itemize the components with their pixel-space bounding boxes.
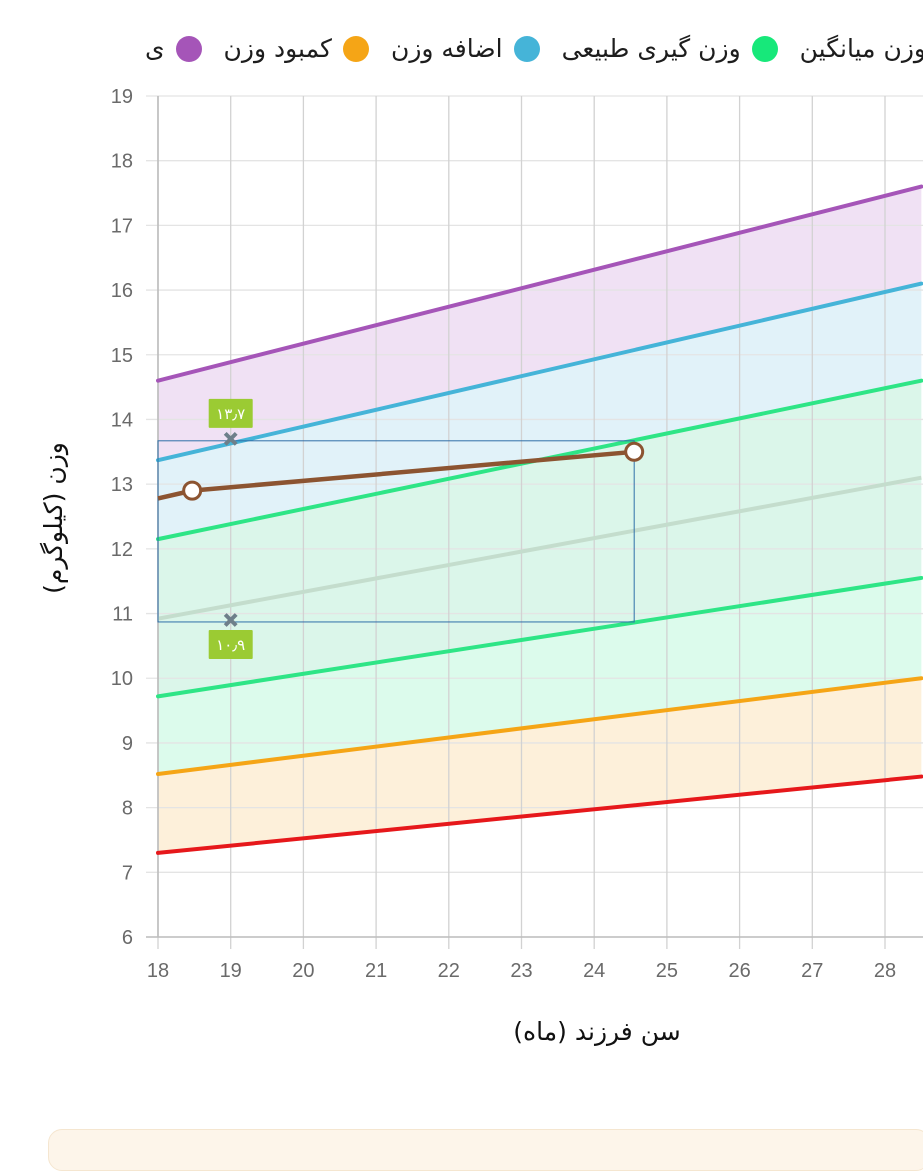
- red-band-line: [156, 774, 923, 855]
- x-tick-label: 27: [801, 960, 823, 982]
- weight-growth-chart: ۱۳٫۷ ۱۰٫۹ 6 7 8 9 10 11 12 13 14 15 16 17 18 19 18 19 20 2…: [39, 86, 923, 1046]
- bottom-info-card: [48, 1129, 923, 1171]
- legend-label: وزن گیری طبیعی: [561, 34, 741, 63]
- blue-band-line: [156, 281, 923, 463]
- y-tick-label: 9: [122, 733, 133, 755]
- y-tick-label: 10: [111, 668, 133, 690]
- legend-item-overweight[interactable]: اضافه وزن: [391, 34, 540, 63]
- legend-label: کمبود وزن: [223, 34, 332, 63]
- legend-circle-dot-icon: [751, 35, 778, 62]
- y-tick-label: 14: [111, 409, 133, 431]
- y-tick-label: 19: [111, 86, 133, 108]
- y-tick-label: 11: [112, 604, 133, 626]
- x-mark-icon: [223, 613, 238, 627]
- x-axis-title: سن فرزند (ماه): [513, 1017, 680, 1046]
- y-tick-label: 6: [122, 927, 133, 949]
- legend-label: ی: [144, 34, 165, 63]
- legend-row: وزن میانگین وزن گیری طبیعی اضافه وزن کمب…: [123, 34, 923, 63]
- x-tick-label: 22: [438, 960, 460, 982]
- legend-label: اضافه وزن: [390, 34, 503, 63]
- green-upper-band-fill: [158, 380, 922, 697]
- legend-item-underweight[interactable]: کمبود وزن: [224, 34, 369, 63]
- x-tick-label: 28: [874, 960, 896, 982]
- y-tick-label: 8: [122, 798, 133, 820]
- child-weight-point: [182, 480, 203, 501]
- purple-band-line: [156, 184, 923, 383]
- legend-circle-dot-icon: [513, 35, 540, 62]
- marker-label-box: [208, 630, 253, 660]
- orange-band-line: [156, 676, 923, 776]
- green-lower-band-line: [156, 575, 923, 699]
- y-tick-label: 12: [111, 539, 133, 561]
- legend-circle-dot-icon: [175, 35, 202, 62]
- range-marker: ۱۳٫۷: [208, 398, 253, 446]
- orange-band-fill: [158, 678, 922, 853]
- x-tick-label: 26: [728, 960, 750, 982]
- x-mark-icon: [223, 431, 238, 446]
- tick-layer: 6 7 8 9 10 11 12 13 14 15 16 17 18 19 18 19 20 21 22 23 24 25…: [111, 86, 896, 982]
- child-weight-point: [624, 441, 645, 462]
- y-tick-label: 7: [122, 862, 133, 884]
- y-tick-label: 16: [111, 280, 133, 302]
- x-tick-label: 23: [510, 960, 532, 982]
- marker-layer: ۱۳٫۷ ۱۰٫۹: [208, 398, 253, 660]
- x-tick-label: 21: [365, 960, 387, 982]
- green-lower-band-fill: [158, 577, 922, 774]
- bands-layer: [158, 186, 922, 853]
- legend-item-normal[interactable]: وزن گیری طبیعی: [562, 34, 778, 63]
- range-box-layer: [157, 440, 635, 623]
- y-tick-label: 15: [111, 345, 133, 367]
- series-layer: [157, 441, 645, 501]
- legend-circle-dot-icon: [342, 35, 369, 62]
- marker-label-box: [208, 398, 253, 428]
- range-marker: ۱۰٫۹: [208, 613, 253, 660]
- y-tick-label: 18: [111, 151, 133, 173]
- x-tick-label: 18: [147, 960, 169, 982]
- y-tick-label: 17: [111, 215, 133, 237]
- legend: وزن میانگین وزن گیری طبیعی اضافه وزن کمب…: [0, 34, 923, 74]
- legend-label: وزن میانگین: [799, 34, 923, 63]
- purple-band-fill: [158, 186, 922, 461]
- x-tick-label: 24: [583, 960, 605, 982]
- x-tick-label: 25: [656, 960, 678, 982]
- legend-item-purple[interactable]: ی: [145, 34, 202, 63]
- marker-label: ۱۰٫۹: [216, 636, 245, 654]
- y-axis-title: وزن (کیلوگرم): [39, 442, 69, 594]
- legend-item-average[interactable]: وزن میانگین: [800, 34, 923, 63]
- weight-range-box: [157, 440, 635, 623]
- x-tick-label: 19: [220, 960, 242, 982]
- average-weight-line: [157, 475, 922, 621]
- x-tick-label: 20: [292, 960, 314, 982]
- marker-label: ۱۳٫۷: [216, 405, 245, 423]
- y-tick-label: 13: [111, 474, 133, 496]
